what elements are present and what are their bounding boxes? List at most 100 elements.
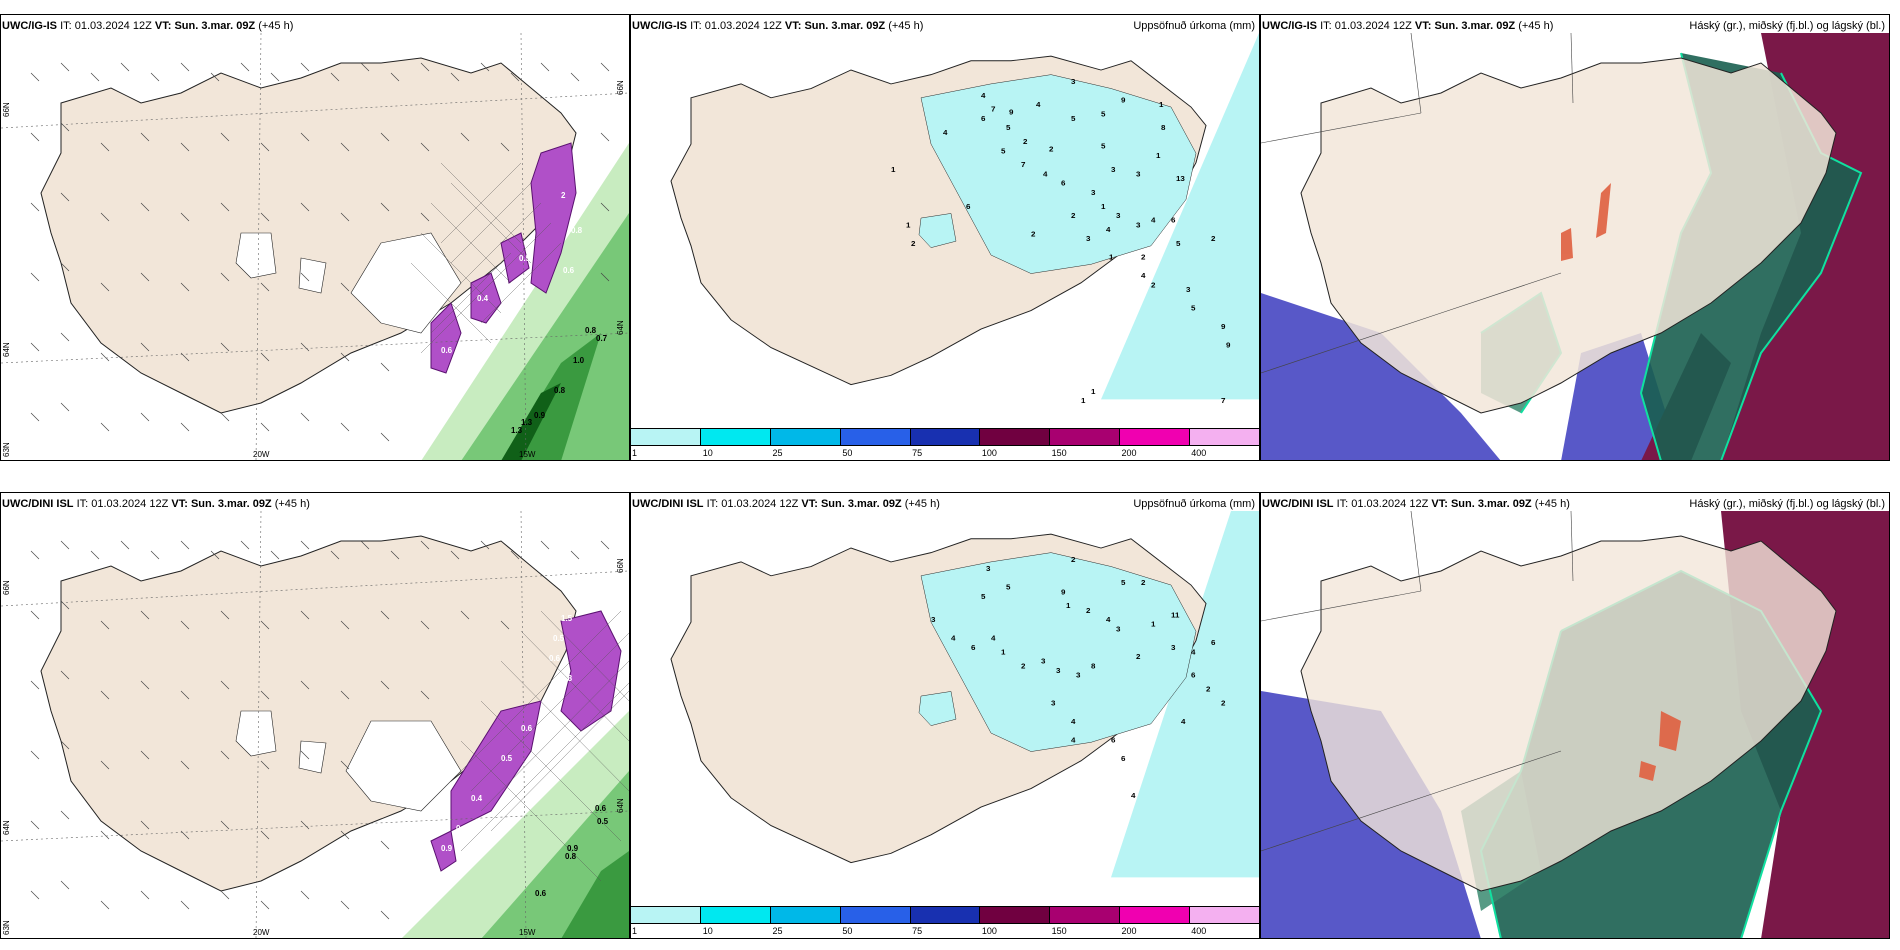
map-title: Uppsöfnuð úrkoma (mm) (1133, 20, 1255, 32)
precip-sea (1111, 511, 1259, 878)
precip-value-label: 3 (1136, 170, 1140, 179)
value-label: 0.8 (585, 326, 597, 335)
colorbar-tick-label: 100 (981, 926, 997, 936)
lead-time: (+45 h) (274, 498, 310, 510)
colorbar-tick-label: 50 (842, 448, 853, 458)
precip-value-label: 4 (1141, 271, 1146, 280)
lat-label-64n: 64N (2, 342, 11, 357)
panel-r1c3: UWC/IG-IS IT: 01.03.2024 12Z VT: Sun. 3.… (1260, 14, 1890, 461)
precip-value-label: 7 (991, 105, 995, 114)
value-label: 1.5 (561, 614, 573, 623)
colorbar-tick-label: 150 (1051, 448, 1067, 458)
precip-value-label: 5 (1101, 110, 1106, 119)
precip-value-label: 4 (1071, 717, 1076, 726)
precip-value-label: 6 (971, 643, 975, 652)
precip-value-label: 9 (1226, 341, 1230, 350)
map-title: Háský (gr.), miðský (fj.bl.) og lágský (… (1689, 20, 1885, 32)
it-label: IT: (706, 498, 719, 510)
value-label: 0.4 (477, 294, 489, 303)
iceland-land (1300, 535, 1837, 892)
graticule (1261, 511, 1574, 852)
precip-value-label: 6 (1111, 736, 1115, 745)
precip-value-label: 13 (1176, 174, 1185, 183)
colorbar-swatch (839, 429, 910, 445)
graticule (1, 511, 629, 938)
colorbar-swatches (631, 428, 1259, 446)
colorbar-tick-label: 200 (1121, 448, 1137, 458)
precip-value-label: 9 (1221, 322, 1225, 331)
value-labels: 1.5 0.5 0.6 0.8 0.6 0.5 0.4 0.6 0.9 0.6 … (441, 614, 609, 898)
precip-value-label: 4 (1043, 170, 1048, 179)
precip-value-label: 1 (1151, 620, 1156, 629)
panel-r2c1: UWC/DINI ISL IT: 01.03.2024 12Z VT: Sun.… (0, 492, 630, 939)
lat-label-66n: 66N (2, 580, 11, 595)
lat-label-64n: 64N (2, 820, 11, 835)
precip-value-label: 1 (1091, 387, 1096, 396)
it-value: 01.03.2024 12Z (1334, 20, 1412, 32)
value-label: 0.9 (534, 411, 546, 420)
precip-patch (918, 691, 957, 726)
precip-value-label: 2 (1086, 606, 1090, 615)
colorbar-swatches (631, 906, 1259, 924)
precip-value-label: 1 (1159, 100, 1164, 109)
precip-value-label: 2 (1141, 578, 1145, 587)
colorbar-tick-label: 50 (842, 926, 853, 936)
precip-value-label: 3 (1186, 285, 1190, 294)
precip-value-label: 1 (891, 165, 896, 174)
lat-label-63n: 63N (2, 920, 11, 935)
panel-header: UWC/IG-IS IT: 01.03.2024 12Z VT: Sun. 3.… (632, 19, 1255, 33)
colorbar-tick-label: 1 (632, 448, 638, 458)
colorbar-tick-label: 10 (702, 448, 713, 458)
colorbar-tick-label: 25 (772, 448, 783, 458)
lead-time: (+45 h) (888, 20, 924, 32)
colorbar-tick-label: 75 (912, 926, 923, 936)
panel-header: UWC/DINI ISL IT: 01.03.2024 12Z VT: Sun.… (2, 497, 625, 511)
it-label: IT: (1336, 498, 1349, 510)
colorbar-swatch (769, 907, 840, 923)
precip-value-label: 9 (1121, 96, 1125, 105)
precip-value-label: 4 (1191, 648, 1196, 657)
precip-value-label: 3 (1056, 666, 1060, 675)
lat-label-63n: 63N (2, 442, 11, 457)
vt-value: Sun. 3.mar. 09Z (1434, 20, 1516, 32)
it-label: IT: (60, 20, 72, 32)
precip-value-label: 2 (1221, 699, 1225, 708)
precip-value-label: 2 (1211, 234, 1215, 243)
it-value: 01.03.2024 12Z (721, 498, 799, 510)
precip-value-label: 6 (1211, 638, 1215, 647)
colorbar-ticks: 1 10 25 50 75 100 150 200 400 (631, 448, 1259, 460)
precip-value-label: 7 (1021, 160, 1025, 169)
lon-label-20w: 20W (253, 450, 270, 459)
precip-value-label: 5 (981, 592, 986, 601)
colorbar-tick-label: 10 (702, 926, 713, 936)
precip-value-label: 8 (1091, 662, 1096, 671)
lon-label-15w: 15W (519, 928, 536, 937)
colorbar-swatch (1189, 429, 1259, 445)
precip-value-label: 2 (1023, 137, 1027, 146)
value-label: 0.9 (441, 844, 453, 853)
value-label: 0.5 (597, 817, 609, 826)
cloud-layers-map (1261, 33, 1889, 460)
value-label: 0.6 (563, 266, 575, 275)
precip-value-label: 6 (1061, 179, 1065, 188)
lon-label-15w: 15W (519, 450, 536, 459)
precip-value-label: 3 (1111, 165, 1115, 174)
precip-value-label: 1 (1001, 648, 1006, 657)
precip-value-label: 3 (1091, 188, 1095, 197)
precip-value-label: 1 (1156, 151, 1161, 160)
colorbar-tick-label: 1 (632, 926, 638, 936)
precip-value-label: 6 (1121, 754, 1125, 763)
graticule (1261, 33, 1574, 374)
vt-label: VT: (801, 498, 818, 510)
model-name: UWC/IG-IS (2, 20, 57, 32)
vt-value: Sun. 3.mar. 09Z (820, 498, 902, 510)
lead-time: (+45 h) (904, 498, 940, 510)
precip-value-label: 1 (906, 221, 911, 230)
value-label: 0.8 (565, 852, 577, 861)
lat-label-66n-right: 66N (616, 80, 625, 95)
value-label: 0.6 (456, 824, 468, 833)
colorbar-swatch (699, 429, 770, 445)
